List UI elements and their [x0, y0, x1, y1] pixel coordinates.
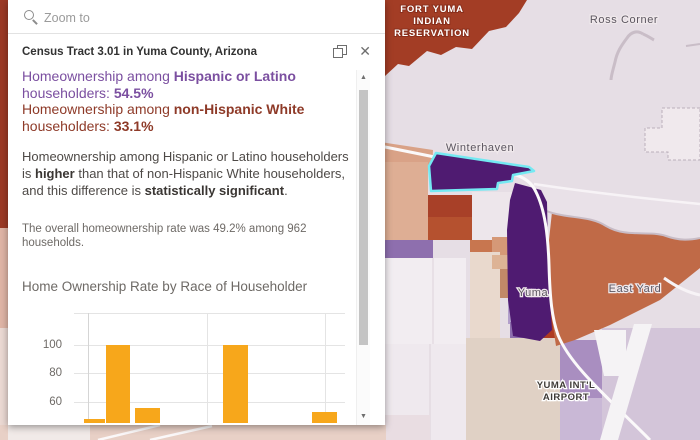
tract-orange-east[interactable] [549, 212, 700, 346]
stats-block: Homeownership among Hispanic or Latino h… [22, 68, 340, 134]
chart-y-axis [88, 313, 89, 423]
chart-title: Home Ownership Rate by Race of Household… [22, 279, 308, 294]
map-sliver-pink [0, 228, 9, 328]
scroll-down-icon[interactable]: ▼ [360, 413, 367, 420]
stat-hispanic: Homeownership among Hispanic or Latino h… [22, 68, 296, 101]
map-bottom-strip [0, 425, 386, 440]
map-bottom-strip-pale [8, 425, 90, 440]
chart-bar-3 [223, 345, 248, 423]
chart-gridline-v2 [325, 313, 326, 423]
label-yuma: Yuma [518, 287, 549, 299]
tract-pale-corner[interactable] [380, 415, 430, 440]
dock-icon-front [333, 48, 343, 58]
tract-pale-1[interactable] [472, 192, 512, 240]
river-band [534, 184, 700, 240]
search-icon [24, 10, 34, 20]
label-airport-line1: YUMA INT'L [537, 380, 596, 391]
close-icon[interactable]: ✕ [359, 43, 371, 59]
map-sliver-pale [0, 328, 9, 440]
label-east-yard: East Yard [609, 283, 662, 295]
chart-gridline-top [74, 313, 345, 314]
tract-fort-yuma-reservation[interactable] [380, 0, 527, 80]
chart-gridline-60 [74, 402, 345, 403]
popup-title: Census Tract 3.01 in Yuma County, Arizon… [22, 46, 257, 58]
search-bar [8, 0, 385, 34]
tract-dark-purple-east[interactable] [507, 183, 552, 341]
tract-stepped-pale[interactable] [644, 107, 700, 161]
label-reservation-line1: FORT YUMA [400, 4, 464, 15]
chart-bar-0 [84, 419, 105, 423]
chart-bar-2 [135, 407, 160, 423]
wash-branch [642, 32, 655, 42]
wash-edge [685, 43, 700, 47]
tract-orange-small[interactable] [470, 240, 492, 252]
airport-apron [594, 330, 626, 376]
scroll-up-icon[interactable]: ▲ [360, 74, 367, 81]
tract-rust-1[interactable] [428, 195, 472, 217]
airport-runway [600, 324, 652, 440]
road-east [533, 182, 700, 206]
selected-census-tract[interactable] [427, 151, 536, 193]
chart-bar-1 [106, 345, 130, 423]
river-line [539, 207, 700, 241]
label-airport-line2: AIRPORT [543, 392, 589, 403]
dock-icon[interactable] [333, 45, 347, 58]
search-input[interactable] [42, 4, 346, 31]
tract-salmon[interactable] [380, 162, 428, 240]
analysis-paragraph: Homeownership among Hispanic or Latino h… [22, 149, 349, 198]
stat-white: Homeownership among non-Hispanic White h… [22, 101, 305, 134]
label-winterhaven: Winterhaven [446, 142, 514, 154]
y-tick-60: 60 [49, 396, 62, 408]
label-ross-corner: Ross Corner [590, 14, 658, 26]
label-reservation-line2: INDIAN [413, 16, 451, 27]
overall-note: The overall homeownership rate was 49.2%… [22, 223, 307, 249]
scrollbar-thumb[interactable] [359, 90, 368, 345]
tract-purple-west[interactable] [380, 240, 433, 258]
label-reservation-line3: RESERVATION [394, 28, 470, 39]
popup-scrollbar[interactable]: ▲ ▼ [356, 70, 370, 425]
map-sliver-red [0, 0, 9, 228]
wash-line [609, 30, 644, 81]
popup-panel: Census Tract 3.01 in Yuma County, Arizon… [8, 0, 385, 425]
tract-lavender-south[interactable] [560, 398, 602, 440]
tract-pale-2[interactable] [380, 258, 466, 344]
tract-beige-south[interactable] [466, 338, 560, 440]
road-bottom-1 [97, 423, 161, 440]
y-tick-100: 100 [42, 339, 62, 351]
y-tick-80: 80 [49, 367, 62, 379]
chart-gridline-v1 [207, 313, 208, 423]
chart-bar-4 [312, 411, 337, 423]
chart-gridline-100 [74, 345, 345, 346]
road-bottom-2 [149, 424, 213, 440]
chart-gridline-80 [74, 373, 345, 374]
road-corner [663, 276, 700, 297]
tract-rust-2[interactable] [428, 217, 472, 240]
